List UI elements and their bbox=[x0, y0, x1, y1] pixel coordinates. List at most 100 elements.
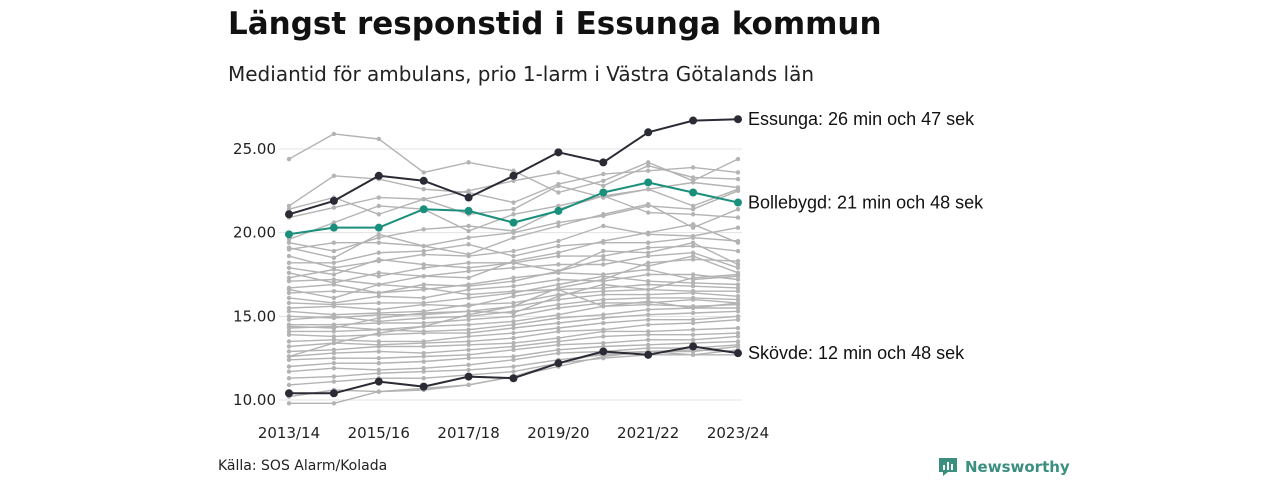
background-series-11-point bbox=[331, 277, 337, 282]
background-series-10-point bbox=[735, 262, 741, 267]
series-sk-vde-end-label: Skövde: 12 min och 48 sek bbox=[748, 343, 965, 363]
background-series-36-point bbox=[466, 312, 471, 317]
background-series-5-point bbox=[376, 235, 381, 240]
background-series-8-point bbox=[331, 260, 337, 265]
background-series-14-point bbox=[646, 272, 651, 277]
background-series-31-point bbox=[286, 376, 292, 381]
background-series-19-point bbox=[735, 297, 741, 302]
background-series-9-point bbox=[466, 265, 471, 271]
background-series-35-point bbox=[286, 247, 292, 252]
background-series-12-point bbox=[421, 282, 426, 287]
background-series-20-point bbox=[511, 314, 516, 319]
background-series-27-point bbox=[511, 344, 516, 349]
background-series-12-point bbox=[511, 278, 516, 284]
background-series-2-point bbox=[286, 207, 292, 212]
background-series-11-point bbox=[556, 262, 561, 267]
series-end-labels: Essunga: 26 min och 47 sek Bollebygd: 21 … bbox=[748, 109, 984, 363]
background-series-36-point bbox=[286, 354, 292, 359]
background-series-24-point bbox=[735, 314, 741, 319]
background-series-23-point bbox=[646, 312, 651, 317]
background-series-35-point bbox=[421, 243, 426, 249]
background-series-29-point bbox=[421, 359, 426, 364]
background-series-27-point bbox=[466, 347, 471, 352]
line-chart: 10.00 15.00 20.00 25.00 2013/14 2015/16 2017/… bbox=[233, 109, 984, 442]
background-series-24-point bbox=[331, 337, 337, 342]
background-series-37-point bbox=[735, 240, 741, 245]
background-series-35-point bbox=[735, 188, 741, 194]
background-series-10-point bbox=[601, 248, 606, 254]
background-series-30-point bbox=[421, 366, 426, 371]
background-series-22-point bbox=[466, 327, 471, 332]
background-series-15-point bbox=[466, 295, 471, 301]
background-series-7-point bbox=[556, 238, 561, 244]
background-series-30-point bbox=[511, 357, 516, 363]
background-series-8-point bbox=[690, 235, 696, 240]
background-series-24-point bbox=[511, 330, 516, 336]
background-series-1-point bbox=[646, 168, 651, 173]
background-series-8-point bbox=[466, 242, 471, 247]
background-series-35-point bbox=[376, 240, 381, 245]
background-series-23-point bbox=[466, 330, 471, 336]
series-sk-vde-point bbox=[419, 382, 428, 391]
series-bollebygd-point bbox=[734, 198, 742, 207]
background-series-5-point bbox=[466, 223, 471, 229]
background-series-29-point bbox=[601, 344, 606, 349]
background-series-0-point bbox=[511, 168, 516, 173]
background-series-19-point bbox=[331, 314, 337, 319]
series-essunga-point bbox=[644, 128, 653, 137]
background-series-6-point bbox=[690, 225, 696, 230]
background-series-23-point bbox=[556, 320, 561, 326]
background-series-18-point bbox=[646, 292, 651, 297]
background-series-13-point bbox=[376, 290, 381, 296]
background-series-26-point bbox=[646, 329, 651, 334]
background-series-27-point bbox=[331, 350, 337, 356]
background-series-7-point bbox=[421, 252, 426, 257]
background-series-11-point bbox=[511, 265, 516, 271]
background-series-22-point bbox=[511, 322, 516, 327]
series-essunga-point bbox=[554, 148, 563, 157]
background-series-14-point bbox=[421, 295, 426, 301]
background-series-0-point bbox=[331, 131, 337, 137]
background-series-22-point bbox=[601, 312, 606, 317]
background-series-9-point bbox=[735, 248, 741, 254]
background-series-1-point bbox=[421, 186, 426, 192]
background-series-35-point bbox=[646, 203, 651, 209]
background-series-6-point bbox=[376, 232, 381, 237]
background-series-11-point bbox=[466, 268, 471, 274]
background-series-9-point bbox=[556, 253, 561, 259]
background-series-3-point bbox=[511, 207, 516, 212]
background-series-38-point bbox=[601, 282, 606, 287]
background-series-7-point bbox=[601, 223, 606, 229]
background-series-0-point bbox=[421, 170, 426, 175]
background-series-28-point bbox=[735, 334, 741, 339]
series-bollebygd-point bbox=[329, 223, 338, 232]
background-series-0 bbox=[286, 131, 741, 195]
background-series-29-point bbox=[376, 360, 381, 366]
background-series-25-point bbox=[466, 339, 471, 344]
background-series-9-point bbox=[646, 245, 651, 250]
background-series-4-point bbox=[376, 203, 381, 209]
background-series-26-point bbox=[376, 344, 381, 349]
background-series-24-point bbox=[286, 339, 292, 344]
background-series-18-point bbox=[735, 294, 741, 299]
series-sk-vde-point bbox=[734, 349, 742, 358]
background-series-1-point bbox=[690, 165, 696, 170]
background-series-31-point bbox=[735, 344, 741, 349]
background-series-24-point bbox=[466, 334, 471, 339]
background-series-24-point bbox=[556, 325, 561, 331]
background-series-14-point bbox=[735, 277, 741, 282]
series-essunga-point bbox=[329, 196, 338, 205]
background-series-23-point bbox=[421, 330, 426, 336]
background-series-16-point bbox=[601, 285, 606, 291]
background-series-13-point bbox=[466, 282, 471, 287]
background-series-31-point bbox=[466, 367, 471, 373]
chart-title: Längst responstid i Essunga kommun bbox=[228, 6, 882, 42]
background-series-14 bbox=[286, 272, 741, 306]
background-series-12-point bbox=[690, 253, 696, 259]
background-series-20-point bbox=[466, 317, 471, 322]
background-series-4-point bbox=[690, 203, 696, 209]
background-series-18-point bbox=[601, 292, 606, 297]
background-series-26-point bbox=[286, 349, 292, 354]
background-series-37-point bbox=[646, 230, 651, 235]
background-series-36-point bbox=[735, 258, 741, 264]
